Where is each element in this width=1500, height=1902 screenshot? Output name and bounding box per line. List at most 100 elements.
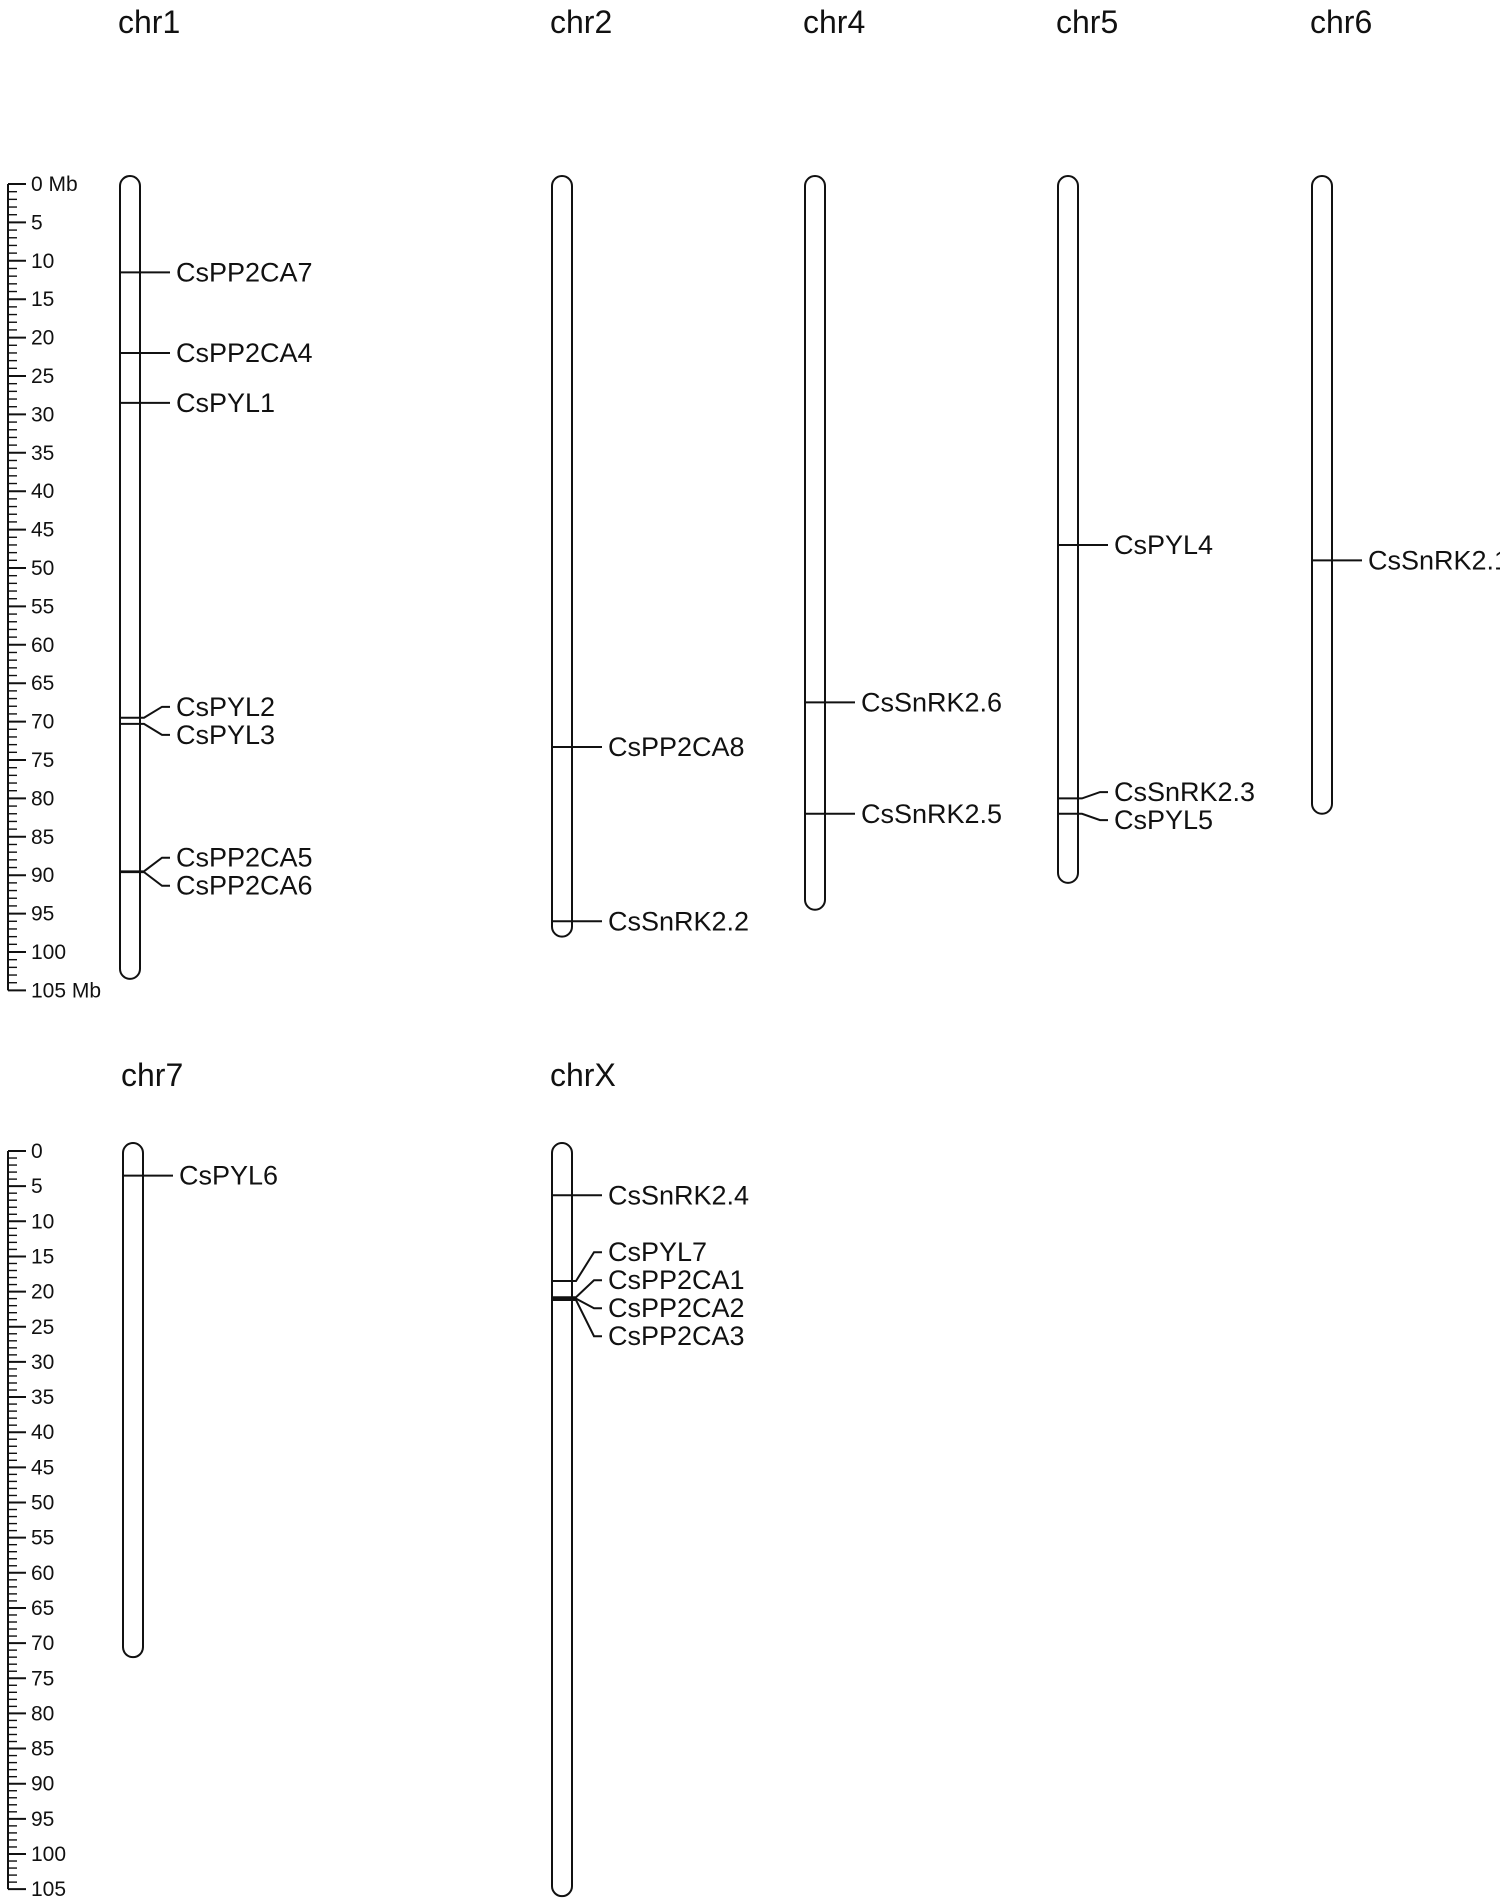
scale-tick-label: 65 <box>31 672 54 695</box>
gene-marker: CsPYL1 <box>120 388 275 418</box>
scale-tick-label: 30 <box>31 403 54 426</box>
scale-tick-label: 60 <box>31 634 54 657</box>
gene-marker: CsPP2CA1 <box>552 1265 745 1299</box>
gene-label: CsPYL3 <box>176 720 275 750</box>
gene-marker: CsSnRK2.6 <box>805 687 1002 717</box>
chromosome-chr2: chr2 CsPP2CA8 CsSnRK2.2 <box>550 4 749 938</box>
scale-tick-label: 10 <box>31 1210 54 1233</box>
gene-label: CsPP2CA7 <box>176 257 313 287</box>
scale-tick-label: 55 <box>31 595 54 618</box>
gene-label: CsSnRK2.2 <box>608 906 749 936</box>
gene-label: CsPYL4 <box>1114 530 1213 560</box>
scale-tick-label: 50 <box>31 557 54 580</box>
chromosome-title: chrX <box>550 1057 616 1093</box>
chromosome-title: chr7 <box>121 1057 183 1093</box>
gene-marker: CsPP2CA2 <box>552 1293 745 1323</box>
chromosome-bar <box>551 1142 573 1898</box>
chromosome-bar <box>1311 175 1333 815</box>
gene-marker: CsSnRK2.5 <box>805 799 1002 829</box>
scale-tick-label: 0 <box>31 1140 43 1163</box>
gene-label: CsSnRK2.3 <box>1114 777 1255 807</box>
chromosome-title: chr5 <box>1056 4 1118 40</box>
scale-tick-label: 60 <box>31 1562 54 1585</box>
scale-tick-label: 75 <box>31 749 54 772</box>
scale-tick-label: 10 <box>31 250 54 273</box>
scale-tick-label: 90 <box>31 864 54 887</box>
gene-leader-line <box>572 1297 602 1310</box>
chromosome-title: chr6 <box>1310 4 1372 40</box>
chromosome-title: chr2 <box>550 4 612 40</box>
scale-tick-label: 5 <box>31 211 43 234</box>
scale-tick-label: 100 <box>31 1843 66 1866</box>
gene-marker: CsPYL6 <box>123 1161 278 1191</box>
gene-leader-line <box>140 856 170 873</box>
gene-marker: CsPP2CA5 <box>120 843 313 873</box>
gene-marker: CsPYL3 <box>120 720 275 750</box>
scale-tick-label: 40 <box>31 1421 54 1444</box>
scale-tick-label: 85 <box>31 1738 54 1761</box>
gene-marker: CsSnRK2.4 <box>552 1180 749 1210</box>
gene-marker: CsPP2CA8 <box>552 732 745 762</box>
scale-tick-label: 5 <box>31 1175 43 1198</box>
scale-bar: 0 Mb 5 10 15 20 25 30 35 40 45 50 55 60 65 70 75 80 85 90 9… <box>7 173 101 1002</box>
gene-label: CsPYL5 <box>1114 805 1213 835</box>
chromosome-bar <box>122 1142 144 1659</box>
chromosome-chr7: chr7 CsPYL6 <box>121 1057 278 1659</box>
scale-tick-label: 80 <box>31 1702 54 1725</box>
gene-leader-line <box>1078 812 1108 822</box>
gene-label: CsSnRK2.6 <box>861 687 1002 717</box>
scale-tick-label: 25 <box>31 365 54 388</box>
gene-marker: CsPYL5 <box>1058 805 1213 835</box>
scale-tick-label: 15 <box>31 288 54 311</box>
gene-leader-line <box>572 1299 602 1338</box>
scale-tick-label: 45 <box>31 1456 54 1479</box>
scale-tick-label: 105 <box>31 1878 66 1901</box>
gene-label: CsPP2CA4 <box>176 338 313 368</box>
gene-label: CsPYL2 <box>176 692 275 722</box>
gene-leader-line <box>1078 791 1108 800</box>
scale-bar: 0 5 10 15 20 25 30 35 40 45 50 55 60 65 70 75 80 85 90 95 10… <box>7 1140 66 1901</box>
gene-marker: CsSnRK2.2 <box>552 906 749 936</box>
gene-label: CsPP2CA5 <box>176 843 313 873</box>
gene-label: CsPYL7 <box>608 1237 707 1267</box>
scale-tick-label: 105 Mb <box>31 979 101 1002</box>
gene-label: CsPYL1 <box>176 388 275 418</box>
scale-tick-label: 70 <box>31 1632 54 1655</box>
scale-tick-label: 20 <box>31 1281 54 1304</box>
scale-tick-label: 20 <box>31 327 54 350</box>
chromosome-bar <box>1057 175 1079 884</box>
scale-tick-label: 90 <box>31 1773 54 1796</box>
scale-tick-label: 45 <box>31 519 54 542</box>
chromosome-bar <box>551 175 573 938</box>
chromosome-bar <box>119 175 141 980</box>
gene-label: CsSnRK2.1 <box>1368 545 1500 575</box>
scale-tick-label: 70 <box>31 711 54 734</box>
scale-tick-label: 55 <box>31 1527 54 1550</box>
gene-marker: CsSnRK2.3 <box>1058 777 1255 807</box>
scale-tick-label: 95 <box>31 903 54 926</box>
gene-label: CsPP2CA8 <box>608 732 745 762</box>
gene-label: CsPP2CA2 <box>608 1293 745 1323</box>
scale-tick-label: 35 <box>31 1386 54 1409</box>
scale-tick-label: 25 <box>31 1316 54 1339</box>
gene-marker: CsPP2CA4 <box>120 338 313 368</box>
gene-marker: CsPP2CA3 <box>552 1299 745 1351</box>
gene-label: CsPP2CA3 <box>608 1321 745 1351</box>
gene-marker: CsPP2CA6 <box>120 871 313 901</box>
chromosome-chr6: chr6 CsSnRK2.1 <box>1310 4 1500 815</box>
gene-leader-line <box>140 722 170 736</box>
scale-tick-label: 75 <box>31 1667 54 1690</box>
gene-marker: CsPYL4 <box>1058 530 1213 560</box>
scale-tick-label: 65 <box>31 1597 54 1620</box>
gene-label: CsPP2CA1 <box>608 1265 745 1295</box>
gene-leader-line <box>140 705 170 719</box>
scale-tick-label: 85 <box>31 826 54 849</box>
scale-tick-label: 35 <box>31 442 54 465</box>
scale-tick-label: 30 <box>31 1351 54 1374</box>
gene-leader-line <box>572 1251 602 1283</box>
scale-tick-label: 0 Mb <box>31 173 78 196</box>
